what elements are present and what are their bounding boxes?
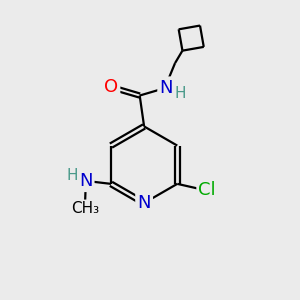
Text: O: O <box>104 78 118 96</box>
Text: N: N <box>159 79 173 97</box>
Text: Cl: Cl <box>199 181 216 199</box>
Text: N: N <box>137 194 151 212</box>
Text: N: N <box>79 172 92 190</box>
Text: H: H <box>67 167 78 182</box>
Text: CH₃: CH₃ <box>71 201 99 216</box>
Text: H: H <box>174 86 186 101</box>
